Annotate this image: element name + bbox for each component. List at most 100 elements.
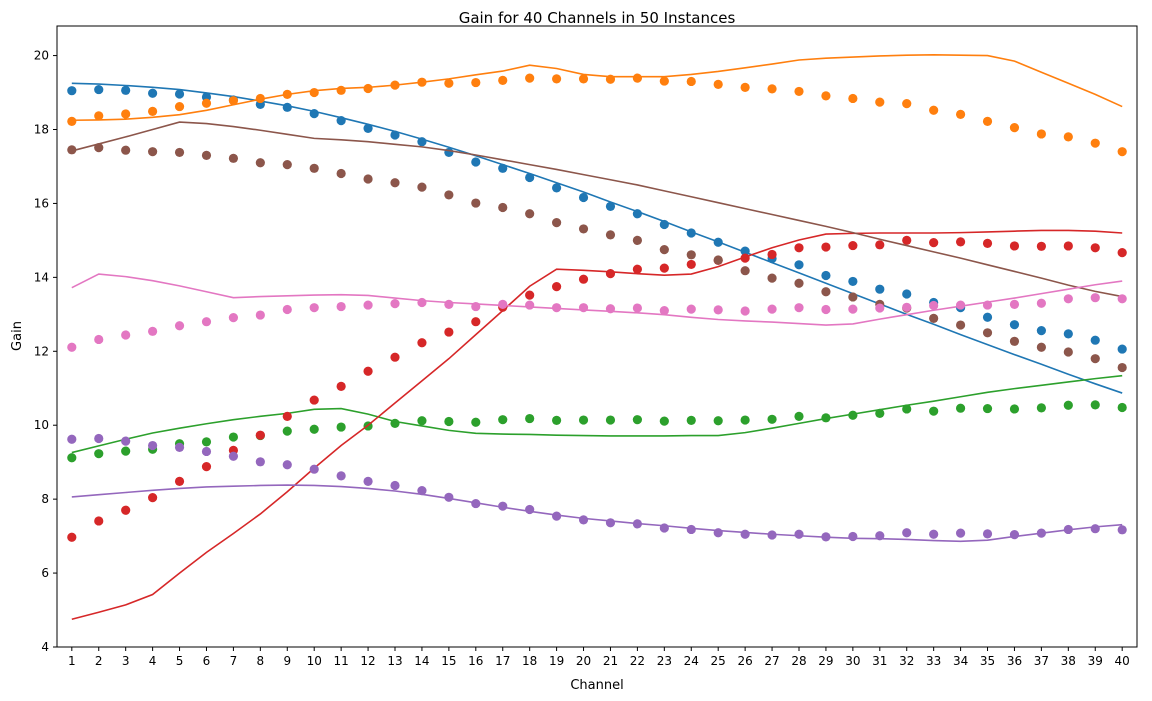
data-point: [821, 91, 831, 101]
data-point: [525, 172, 535, 183]
series-line: [71, 273, 1123, 326]
data-point: [444, 299, 454, 309]
series-line: [71, 54, 1123, 122]
data-point: [821, 287, 831, 297]
data-point: [336, 301, 346, 312]
data-point: [848, 292, 858, 302]
data-point: [659, 306, 669, 316]
data-point: [201, 462, 212, 472]
data-point: [686, 259, 696, 270]
data-point: [713, 79, 723, 89]
x-tick-label: 1: [68, 654, 76, 668]
x-tick-label: 37: [1034, 654, 1049, 668]
data-point: [1036, 129, 1046, 139]
data-point: [982, 312, 993, 322]
data-point: [1063, 132, 1073, 142]
data-point: [363, 366, 373, 376]
data-point: [471, 301, 481, 312]
data-point: [94, 433, 104, 444]
x-tick-label: 8: [257, 654, 265, 668]
data-point: [363, 83, 373, 94]
data-point: [498, 75, 508, 85]
data-point: [686, 304, 696, 314]
data-point: [1090, 335, 1100, 345]
x-tick-label: 20: [576, 654, 591, 668]
data-point: [148, 88, 158, 98]
data-point: [713, 528, 723, 538]
data-point: [417, 137, 427, 147]
data-point: [390, 130, 400, 140]
data-point: [1009, 336, 1020, 346]
data-point: [174, 89, 185, 99]
data-point: [1090, 138, 1100, 148]
plot-area: [56, 25, 1138, 648]
data-point: [1009, 123, 1020, 133]
data-point: [390, 352, 400, 362]
data-point: [848, 240, 858, 251]
y-tick-label: 6: [41, 566, 49, 580]
x-tick-label: 17: [495, 654, 510, 668]
data-point: [605, 230, 616, 240]
x-tick-label: 7: [230, 654, 238, 668]
series-2: [67, 54, 1127, 157]
data-point: [1117, 402, 1127, 413]
data-point: [282, 89, 292, 99]
data-point: [713, 255, 723, 265]
data-point: [659, 416, 669, 426]
data-point: [552, 183, 562, 193]
data-point: [148, 493, 158, 503]
data-point: [498, 163, 508, 173]
data-point: [848, 304, 858, 314]
chart-title: Gain for 40 Channels in 50 Instances: [459, 9, 736, 27]
data-point: [632, 264, 643, 274]
data-point: [282, 426, 292, 436]
data-point: [605, 201, 616, 211]
data-point: [848, 531, 858, 542]
data-point: [794, 303, 804, 313]
data-point: [148, 147, 158, 157]
data-point: [632, 235, 643, 245]
data-point: [982, 300, 993, 310]
data-point: [417, 297, 427, 308]
x-tick-label: 27: [764, 654, 779, 668]
data-point: [148, 106, 158, 116]
x-tick-label: 2: [95, 654, 103, 668]
data-point: [282, 411, 292, 421]
data-point: [1117, 147, 1127, 157]
data-point: [390, 299, 400, 309]
data-point: [740, 529, 750, 539]
series-6: [67, 121, 1127, 373]
x-tick-label: 15: [441, 654, 456, 668]
series-7: [67, 273, 1127, 352]
data-point: [767, 84, 777, 94]
data-point: [740, 253, 750, 263]
data-point: [929, 529, 939, 539]
data-point: [390, 480, 400, 491]
data-point: [417, 182, 427, 192]
data-point: [902, 302, 912, 312]
data-point: [309, 163, 319, 173]
data-point: [875, 97, 885, 107]
data-point: [1009, 404, 1020, 414]
x-tick-label: 18: [522, 654, 537, 668]
data-point: [444, 147, 454, 158]
data-point: [740, 246, 750, 256]
data-point: [363, 174, 373, 184]
data-point: [201, 98, 212, 108]
data-point: [444, 492, 454, 502]
y-axis-label: Gain: [10, 321, 25, 351]
data-point: [1090, 400, 1100, 410]
data-point: [1117, 344, 1127, 354]
data-point: [632, 209, 643, 219]
data-point: [1090, 354, 1100, 364]
data-point: [605, 415, 616, 425]
y-tick-label: 10: [34, 418, 49, 432]
data-point: [228, 96, 239, 106]
data-point: [659, 263, 669, 273]
data-point: [201, 317, 212, 327]
data-point: [632, 519, 643, 529]
data-point: [67, 342, 77, 352]
data-point: [1036, 241, 1046, 251]
series-line: [71, 121, 1123, 298]
